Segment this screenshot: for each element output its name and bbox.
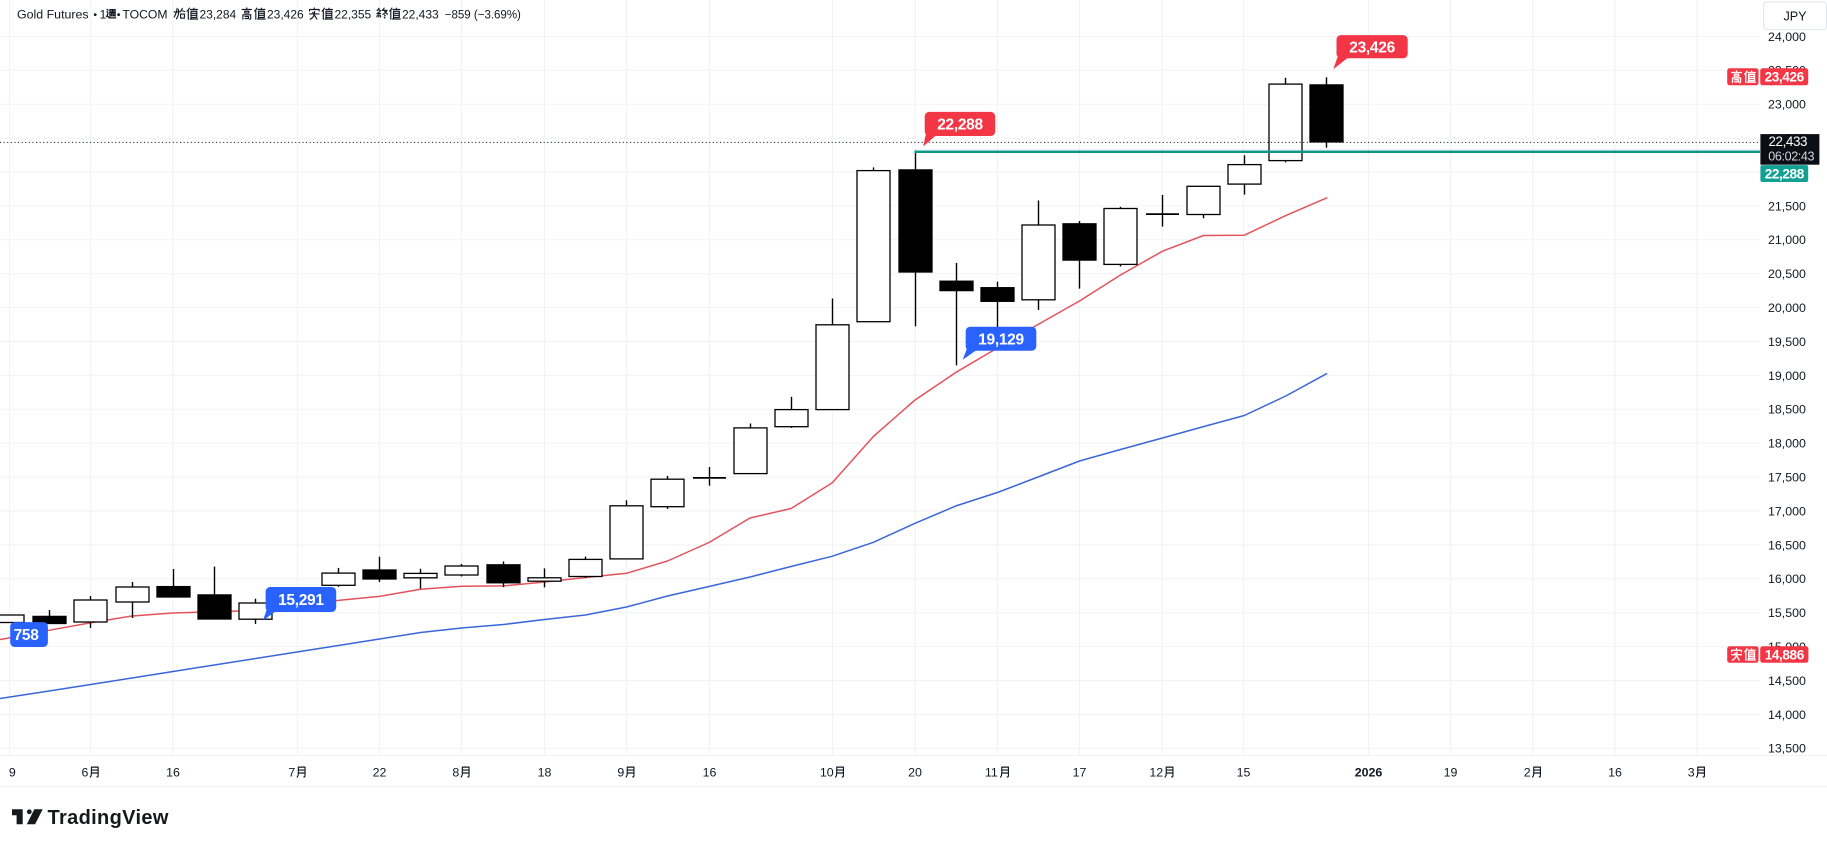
svg-text:16: 16: [703, 766, 717, 780]
svg-text:17,000: 17,000: [1768, 504, 1806, 518]
svg-text:14,500: 14,500: [1768, 674, 1806, 688]
svg-text:14,000: 14,000: [1768, 708, 1806, 722]
svg-text:15,291: 15,291: [278, 592, 324, 609]
svg-text:17,500: 17,500: [1768, 471, 1806, 485]
svg-text:6: 6: [82, 766, 89, 780]
svg-text:15,500: 15,500: [1768, 606, 1806, 620]
svg-text:19,129: 19,129: [978, 331, 1024, 348]
svg-text:JPY: JPY: [1783, 9, 1807, 23]
svg-text:23,426: 23,426: [1349, 39, 1395, 56]
svg-text:18: 18: [538, 766, 552, 780]
svg-text:14,886: 14,886: [1765, 647, 1805, 662]
svg-text:2: 2: [1524, 766, 1531, 780]
svg-text:16,000: 16,000: [1768, 572, 1806, 586]
svg-text:24,000: 24,000: [1768, 30, 1806, 44]
svg-text:23,426: 23,426: [1765, 70, 1805, 85]
svg-text:21,500: 21,500: [1768, 199, 1806, 213]
svg-text:18,000: 18,000: [1768, 437, 1806, 451]
svg-text:TradingView: TradingView: [48, 807, 169, 829]
svg-text:1: 1: [100, 8, 107, 22]
svg-text:22,288: 22,288: [937, 117, 983, 134]
svg-text:10: 10: [820, 766, 834, 780]
svg-text:−859 (−3.69%): −859 (−3.69%): [445, 10, 521, 22]
svg-text:20,500: 20,500: [1768, 267, 1806, 281]
svg-text:758: 758: [14, 627, 40, 644]
svg-text:20: 20: [908, 766, 922, 780]
svg-text:20,000: 20,000: [1768, 301, 1806, 315]
svg-text:19,500: 19,500: [1768, 335, 1806, 349]
svg-text:Gold Futures: Gold Futures: [17, 8, 89, 22]
svg-text:16: 16: [1608, 766, 1622, 780]
svg-text:16: 16: [166, 766, 180, 780]
svg-text:23,284: 23,284: [200, 8, 237, 22]
svg-text:7: 7: [288, 766, 295, 780]
svg-text:9: 9: [617, 766, 624, 780]
svg-text:17: 17: [1073, 766, 1087, 780]
svg-text:22,355: 22,355: [335, 8, 372, 22]
svg-text:19: 19: [1444, 766, 1458, 780]
svg-text:12: 12: [1149, 766, 1163, 780]
svg-text:9: 9: [9, 766, 16, 780]
svg-text:22,433: 22,433: [1769, 134, 1808, 149]
svg-text:18,500: 18,500: [1768, 403, 1806, 417]
svg-text:22: 22: [373, 766, 387, 780]
svg-text:TOCOM: TOCOM: [122, 8, 167, 22]
svg-text:19,000: 19,000: [1768, 369, 1806, 383]
svg-text:16,500: 16,500: [1768, 538, 1806, 552]
svg-text:2026: 2026: [1355, 766, 1383, 780]
svg-text:22,288: 22,288: [1765, 167, 1805, 182]
svg-text:23,426: 23,426: [267, 8, 304, 22]
svg-text:3: 3: [1688, 766, 1695, 780]
svg-text:06:02:43: 06:02:43: [1768, 149, 1814, 163]
svg-text:15: 15: [1237, 766, 1251, 780]
svg-text:8: 8: [452, 766, 459, 780]
svg-text:21,000: 21,000: [1768, 233, 1806, 247]
svg-text:22,433: 22,433: [402, 8, 439, 22]
svg-text:23,000: 23,000: [1768, 98, 1806, 112]
svg-text:11: 11: [985, 766, 998, 780]
svg-text:13,500: 13,500: [1768, 742, 1806, 756]
